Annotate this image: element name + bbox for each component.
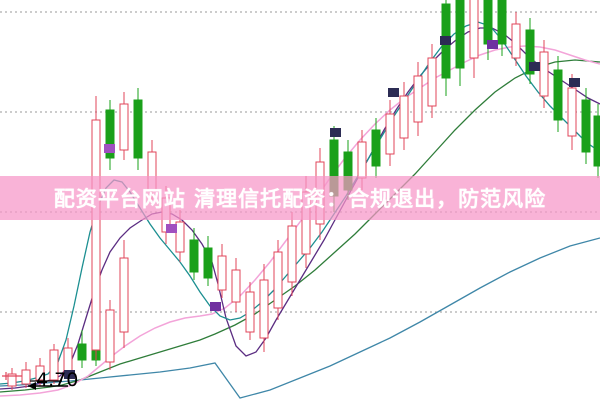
sell-marker-icon[interactable] bbox=[104, 144, 115, 153]
ma30-line bbox=[0, 59, 600, 393]
candle[interactable] bbox=[469, 0, 479, 78]
candle[interactable] bbox=[427, 44, 437, 118]
sell-marker-icon[interactable] bbox=[487, 40, 498, 49]
candle[interactable] bbox=[385, 100, 395, 166]
candle[interactable] bbox=[189, 228, 199, 280]
candle[interactable] bbox=[413, 62, 423, 136]
candle[interactable] bbox=[49, 344, 59, 384]
candle[interactable] bbox=[21, 362, 31, 388]
price-label: 4.70 bbox=[36, 369, 79, 391]
candle[interactable] bbox=[203, 236, 213, 286]
candle[interactable] bbox=[553, 56, 563, 132]
candle[interactable] bbox=[231, 258, 241, 312]
candle[interactable] bbox=[511, 12, 521, 66]
buy-marker-icon[interactable] bbox=[388, 88, 399, 97]
buy-marker-icon[interactable] bbox=[64, 370, 75, 379]
candle[interactable] bbox=[441, 0, 451, 96]
candle[interactable] bbox=[259, 264, 269, 352]
candlestick-series[interactable] bbox=[7, 0, 600, 390]
candle[interactable] bbox=[7, 368, 17, 390]
candle[interactable] bbox=[329, 126, 339, 212]
candle[interactable] bbox=[301, 176, 311, 268]
candle[interactable] bbox=[147, 140, 157, 200]
candle[interactable] bbox=[105, 300, 115, 370]
candle[interactable] bbox=[539, 40, 549, 108]
candle[interactable] bbox=[245, 282, 255, 340]
ma20-line bbox=[0, 45, 600, 397]
buy-marker-icon[interactable] bbox=[529, 62, 540, 71]
candle[interactable] bbox=[455, 0, 465, 86]
candle[interactable] bbox=[525, 18, 535, 84]
candle[interactable] bbox=[593, 104, 600, 178]
candle[interactable] bbox=[287, 212, 297, 296]
candle[interactable] bbox=[133, 88, 143, 170]
price-pointer-icon bbox=[2, 372, 68, 390]
candle[interactable] bbox=[371, 118, 381, 178]
candle[interactable] bbox=[357, 130, 367, 190]
candle[interactable] bbox=[273, 240, 283, 320]
sell-marker-icon[interactable] bbox=[166, 224, 177, 233]
sell-marker-icon[interactable] bbox=[210, 302, 221, 311]
signal-markers[interactable] bbox=[64, 36, 580, 379]
candle[interactable] bbox=[119, 92, 129, 160]
candle[interactable] bbox=[217, 244, 227, 298]
ma5-line bbox=[0, 21, 600, 385]
sell-marker-icon[interactable] bbox=[330, 128, 341, 137]
candle[interactable] bbox=[77, 330, 87, 368]
candle[interactable] bbox=[161, 186, 171, 244]
candle[interactable] bbox=[497, 0, 507, 56]
ma60-line bbox=[0, 237, 600, 399]
candle[interactable] bbox=[315, 148, 325, 240]
candle[interactable] bbox=[91, 96, 101, 360]
candle[interactable] bbox=[399, 82, 409, 150]
buy-marker-icon[interactable] bbox=[440, 36, 451, 45]
candle[interactable] bbox=[119, 240, 129, 348]
candle[interactable] bbox=[581, 88, 591, 164]
buy-marker-icon[interactable] bbox=[569, 78, 580, 87]
chart-gridlines bbox=[0, 11, 600, 313]
candle[interactable] bbox=[105, 100, 115, 170]
